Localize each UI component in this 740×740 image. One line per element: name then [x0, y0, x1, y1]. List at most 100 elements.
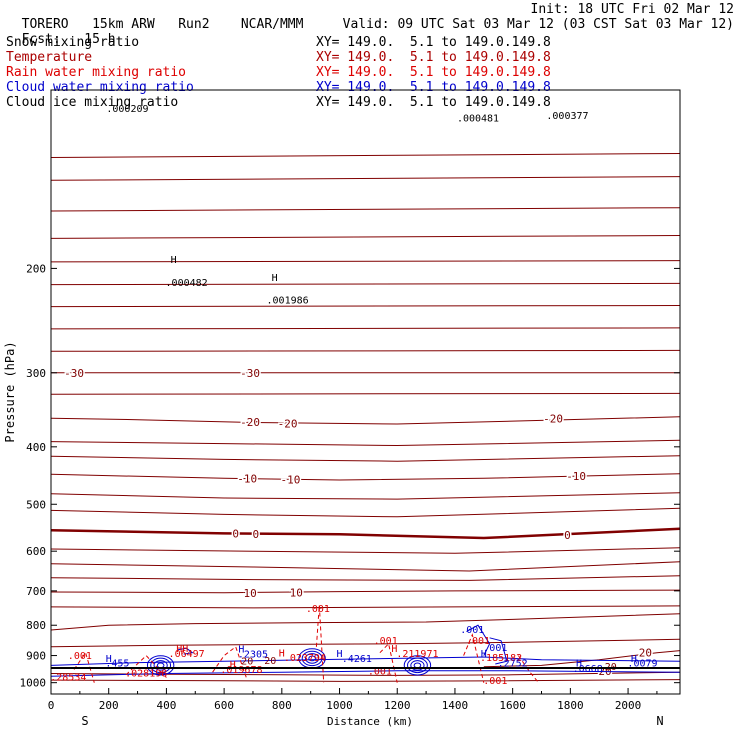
header-model: TORERO 15km ARW Run2 NCAR/MMM [6, 2, 304, 32]
contour-annotation: .000377 [546, 111, 588, 122]
contour-annotation: H [171, 255, 177, 266]
contour-annotation: HH [176, 644, 188, 655]
temperature-contour-line [50, 416, 681, 425]
orientation-left: S [81, 714, 88, 728]
fcst-value: 15 h [84, 32, 116, 47]
contour-annotation: .000481 [457, 113, 499, 124]
contour-annotation: .001986 [267, 295, 309, 306]
cloud-water-ring [407, 657, 428, 674]
contour-annotation: .001 [466, 636, 490, 647]
isotherm-line [50, 327, 681, 330]
temperature-contour-label: 20 [639, 647, 652, 660]
x-tick-label: 600 [214, 699, 234, 712]
rain-contour [517, 655, 539, 684]
cloud-water-ring [410, 660, 425, 671]
contour-annotation: H [481, 649, 487, 660]
temperature-contour-label: -30 [240, 367, 260, 380]
isotherm-line [50, 455, 681, 462]
y-tick-label: 300 [26, 367, 46, 380]
contour-annotation: 20 [264, 656, 276, 667]
cloud-water-ring [153, 660, 168, 671]
isotherm-line [50, 392, 681, 395]
temperature-contour-label: 0 [564, 529, 571, 542]
background-isotherms [50, 153, 681, 682]
field-legend-xy-3: XY= 149.0. 5.1 to 149.0.149.8 [316, 80, 551, 95]
isotherm-line [50, 613, 681, 631]
header-valid: Valid: 09 UTC Sat 03 Mar 12 (03 CST Sat … [342, 17, 734, 32]
contour-annotation: .001 [483, 643, 507, 654]
isotherm-line [50, 153, 681, 158]
isotherm-line [50, 207, 681, 212]
temperature-contour-label: -20 [240, 416, 260, 429]
temperature-contour-label: -10 [566, 470, 586, 483]
cloud-water-ring [146, 655, 175, 676]
y-tick-label: 200 [26, 262, 46, 275]
contour-annotation: H [230, 660, 236, 671]
y-axis-label: Pressure (hPa) [3, 341, 17, 442]
contour-annotation: .000482 [166, 278, 208, 289]
contour-annotation: H [279, 649, 285, 660]
field-legend-name-2: Rain water mixing ratio [6, 65, 187, 80]
contour-annotation: H [238, 645, 244, 656]
cloud-water-ring [403, 655, 432, 676]
field-legend-xy-2: XY= 149.0. 5.1 to 149.0.149.8 [316, 65, 551, 80]
header-fcst: Fcst: 15 h [6, 17, 116, 47]
cloud-water-contour [177, 647, 194, 655]
y-tick-label: 800 [26, 619, 46, 632]
y-tick-label: 500 [26, 498, 46, 511]
cloud-water-ring [150, 657, 172, 674]
y-tick-label: 400 [26, 441, 46, 454]
isotherm-line [50, 561, 681, 572]
cloud-water-contour [50, 670, 681, 677]
temperature-contour-label: 0 [232, 527, 239, 540]
contour-annotation: H [106, 654, 112, 665]
x-axis-label: Distance (km) [327, 715, 413, 728]
temperature-contour-label: -10 [237, 472, 257, 485]
x-tick-label: 1800 [557, 699, 584, 712]
contour-annotation: .2305 [238, 649, 268, 660]
org-name: NCAR/MMM [240, 17, 304, 32]
rain-contour [315, 605, 325, 683]
temperature-contour-label: 10 [243, 587, 256, 600]
x-tick-label: 800 [272, 699, 292, 712]
x-tick-label: 1600 [499, 699, 526, 712]
contour-annotation: .4261 [342, 654, 372, 665]
field-legend-xy-4: XY= 149.0. 5.1 to 149.0.149.8 [316, 95, 551, 110]
temperature-contour-label: -10 [281, 473, 301, 486]
isotherm-line [50, 439, 681, 447]
contour-annotation: .28534 [50, 673, 86, 684]
isotherm-line [50, 176, 681, 181]
rain-contour [212, 645, 248, 681]
isotherm-line [50, 507, 681, 518]
header-init: Init: 18 UTC Fri 02 Mar 12 [530, 2, 735, 17]
contour-annotation: .06497 [169, 649, 205, 660]
cloud-water-ring [308, 655, 316, 662]
contour-annotation: .001 [68, 651, 92, 662]
contour-annotation: H [272, 273, 278, 284]
orientation-right: N [656, 714, 663, 728]
field-legend-name-0: Snow mixing ratio [6, 35, 140, 50]
contour-annotation: .001 [368, 667, 392, 678]
y-tick-label: 1000 [20, 677, 47, 690]
contour-annotation: .001 [306, 604, 330, 615]
contour-annotation: .211971 [396, 649, 438, 660]
temperature-contour-label: 10 [290, 586, 303, 599]
model-name: TORERO [21, 17, 69, 32]
temperature-contour-label: -20 [278, 417, 298, 430]
temperature-contour-label: -20 [543, 412, 563, 425]
temperature-contour-label: -30 [64, 367, 84, 380]
x-tick-label: 200 [99, 699, 119, 712]
fcst-label: Fcst: [21, 32, 61, 47]
run-name: Run2 [178, 17, 210, 32]
cloud-water-ring [305, 653, 320, 664]
contour-annotation: H [576, 659, 582, 670]
temperature-contour-line [483, 650, 681, 668]
field-legend-name-3: Cloud water mixing ratio [6, 80, 194, 95]
temperature-contour-line [50, 473, 681, 481]
field-legend-name-1: Temperature [6, 50, 93, 65]
temperature-contour-line [50, 589, 681, 594]
temperature-contours: -30 -30 -20 -20 -20 -10 -10 -10 0 0 0 10 10 20 20 [50, 365, 681, 679]
grid-spacing: 15km ARW [92, 17, 155, 32]
isotherm-line [50, 547, 681, 554]
